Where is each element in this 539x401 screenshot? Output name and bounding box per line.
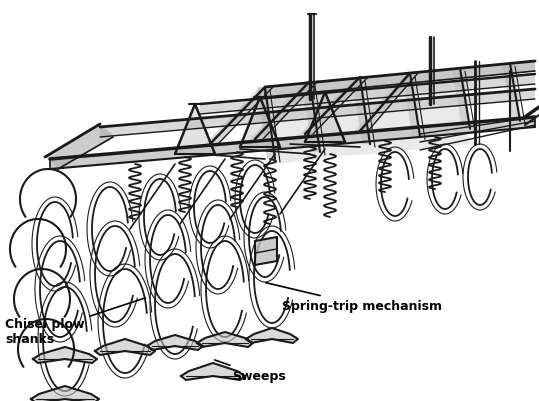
Polygon shape	[255, 237, 277, 265]
Text: Chisel plow
shanks: Chisel plow shanks	[5, 298, 146, 345]
Polygon shape	[502, 64, 522, 122]
Polygon shape	[95, 339, 155, 355]
Polygon shape	[305, 93, 345, 143]
Polygon shape	[302, 83, 322, 153]
Text: Spring-trip mechanism: Spring-trip mechanism	[266, 283, 442, 312]
Polygon shape	[147, 335, 203, 350]
Polygon shape	[360, 74, 420, 155]
Polygon shape	[205, 88, 273, 145]
Polygon shape	[452, 69, 472, 130]
Polygon shape	[31, 386, 99, 401]
Polygon shape	[33, 347, 97, 363]
Polygon shape	[250, 82, 318, 140]
Polygon shape	[355, 74, 418, 132]
Polygon shape	[50, 118, 535, 170]
Polygon shape	[265, 62, 535, 98]
Polygon shape	[246, 328, 298, 343]
Polygon shape	[175, 105, 215, 155]
Polygon shape	[310, 78, 370, 158]
Polygon shape	[257, 88, 277, 160]
Polygon shape	[402, 74, 422, 137]
Polygon shape	[300, 78, 368, 135]
Polygon shape	[181, 363, 245, 380]
Polygon shape	[200, 75, 535, 115]
Polygon shape	[410, 71, 470, 150]
Polygon shape	[100, 90, 535, 138]
Polygon shape	[352, 79, 372, 145]
Polygon shape	[197, 332, 253, 347]
Polygon shape	[45, 125, 115, 170]
Polygon shape	[265, 82, 320, 164]
Polygon shape	[240, 98, 280, 148]
Text: Sweeps: Sweeps	[215, 360, 286, 382]
